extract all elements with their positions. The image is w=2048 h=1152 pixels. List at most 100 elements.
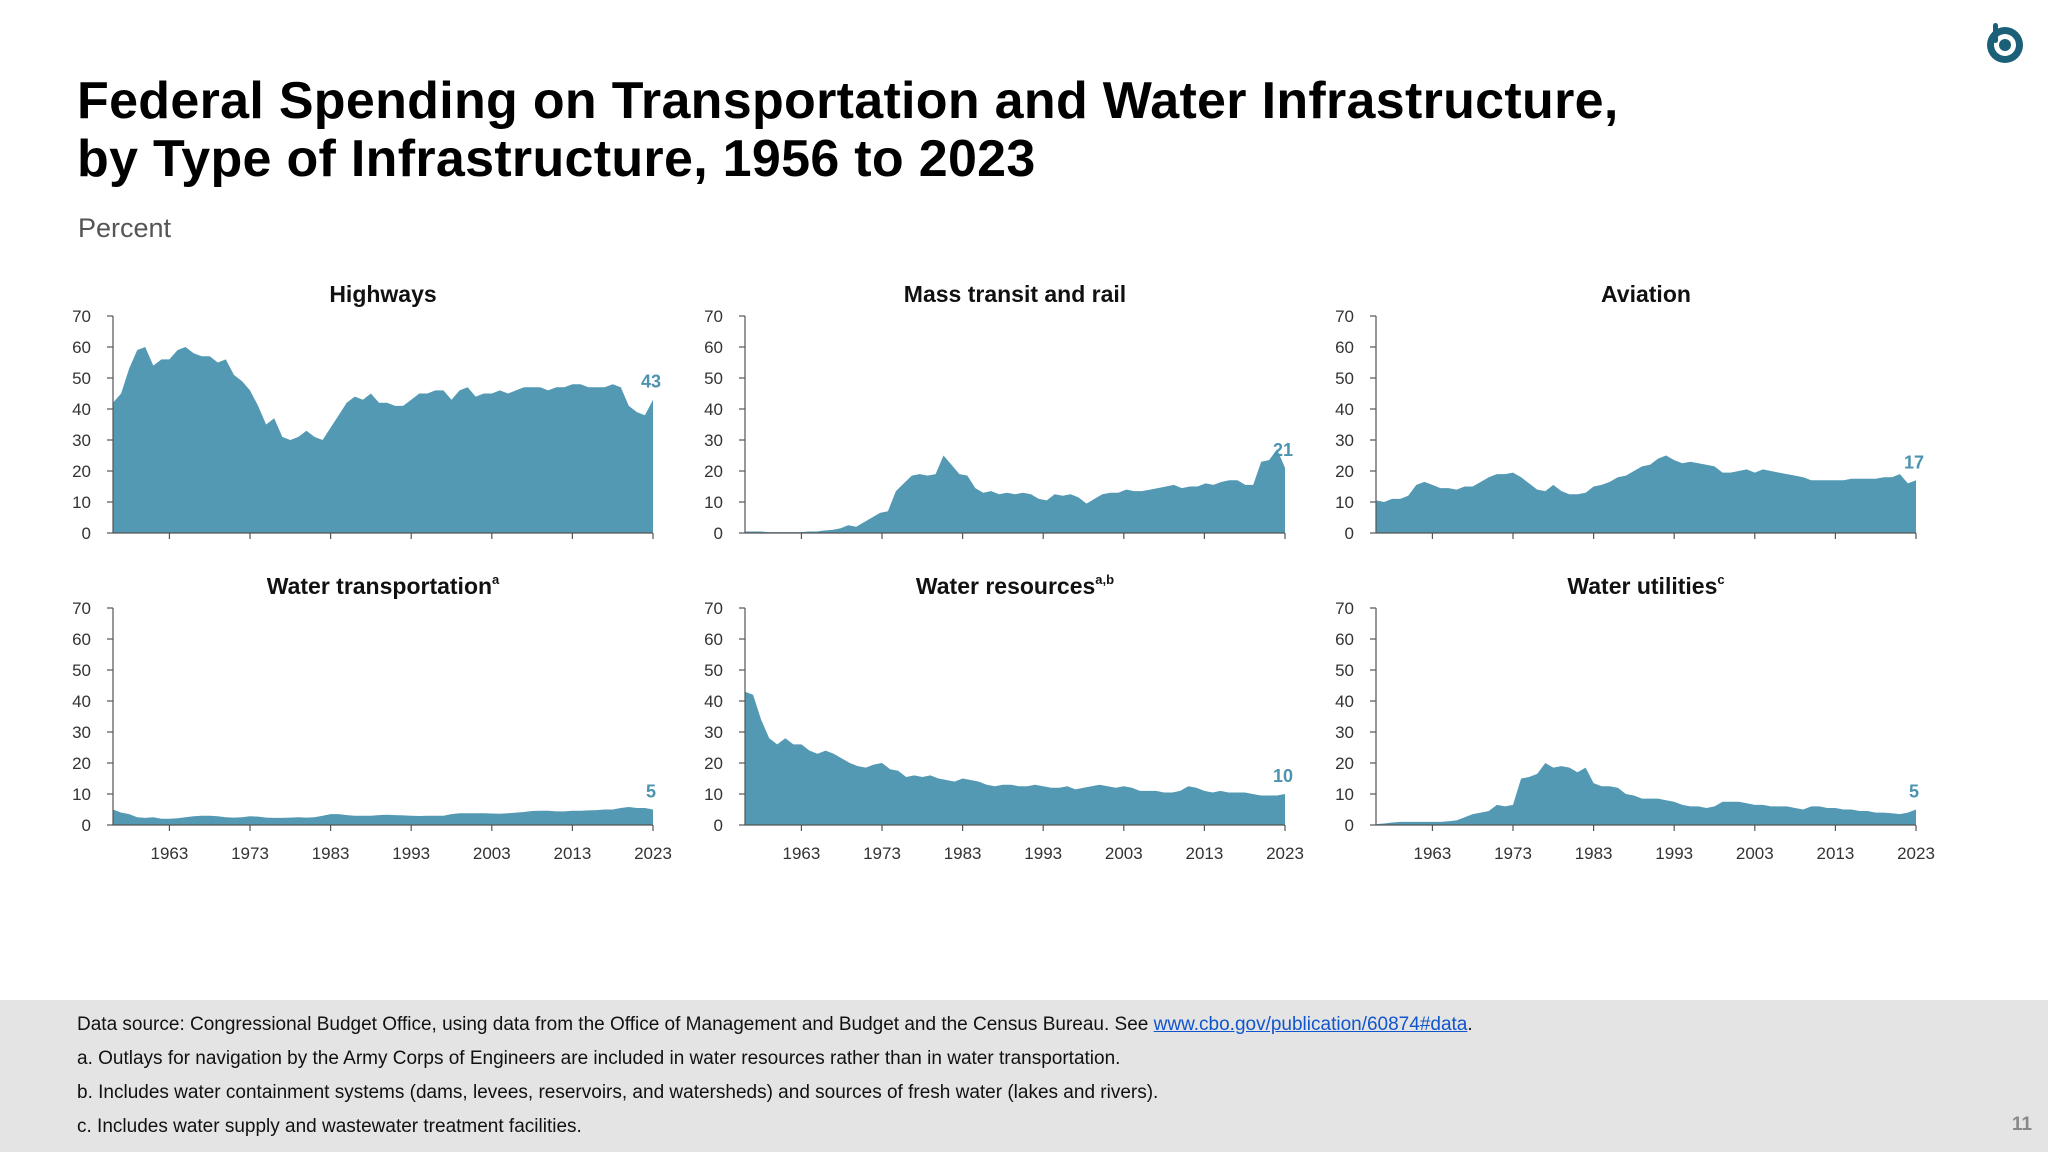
water-resources-end-value-label: 10 [1273, 766, 1293, 786]
water-utilities-y-tick-label: 40 [1335, 692, 1354, 711]
water-utilities-chart-title: Water utilitiesc [1567, 572, 1724, 599]
highways-y-tick-label: 30 [72, 431, 91, 450]
water-utilities-y-tick-label: 70 [1335, 599, 1354, 618]
highways-y-tick-label: 50 [72, 369, 91, 388]
water-resources-x-tick-label: 1963 [783, 844, 821, 863]
highways-y-tick-label: 70 [72, 307, 91, 326]
water-utilities-x-tick-label: 2003 [1736, 844, 1774, 863]
water-resources-y-tick-label: 40 [704, 692, 723, 711]
mass-transit-and-rail-end-value-label: 21 [1273, 440, 1293, 460]
water-transportation-y-tick-label: 60 [72, 630, 91, 649]
water-utilities-x-tick-label: 2013 [1816, 844, 1854, 863]
water-transportation-y-tick-label: 40 [72, 692, 91, 711]
water-utilities-y-tick-label: 30 [1335, 723, 1354, 742]
mass-transit-and-rail-y-tick-label: 30 [704, 431, 723, 450]
water-transportation-end-value-label: 5 [646, 782, 656, 802]
water-transportation-x-tick-label: 2023 [634, 844, 672, 863]
aviation-area [1376, 455, 1916, 533]
aviation-y-tick-label: 0 [1345, 524, 1354, 543]
aviation-end-value-label: 17 [1904, 452, 1924, 472]
title-line-2: by Type of Infrastructure, 1956 to 2023 [77, 130, 1036, 188]
water-utilities-x-tick-label: 1963 [1414, 844, 1452, 863]
highways-end-value-label: 43 [641, 372, 661, 392]
water-transportation-y-tick-label: 70 [72, 599, 91, 618]
mass-transit-and-rail-chart-title: Mass transit and rail [904, 281, 1126, 307]
water-transportation-y-tick-label: 50 [72, 661, 91, 680]
water-resources-title-text: Water resources [916, 573, 1095, 599]
aviation-y-tick-label: 30 [1335, 431, 1354, 450]
title-line-1: Federal Spending on Transportation and W… [77, 72, 1619, 130]
highways-y-tick-label: 40 [72, 400, 91, 419]
mass-transit-and-rail-title-text: Mass transit and rail [904, 281, 1126, 307]
mass-transit-and-rail-y-tick-label: 70 [704, 307, 723, 326]
aviation-title-text: Aviation [1601, 281, 1691, 307]
aviation-y-tick-label: 60 [1335, 338, 1354, 357]
water-transportation-y-tick-label: 30 [72, 723, 91, 742]
water-utilities-x-tick-label: 1973 [1494, 844, 1532, 863]
water-transportation-area [113, 807, 653, 825]
water-utilities-y-tick-label: 0 [1345, 816, 1354, 835]
water-resources-y-tick-label: 50 [704, 661, 723, 680]
mass-transit-and-rail-area [745, 449, 1285, 533]
water-transportation-x-tick-label: 2013 [553, 844, 591, 863]
footnote-b: b. Includes water containment systems (d… [77, 1082, 1159, 1103]
highways-y-tick-label: 20 [72, 462, 91, 481]
water-resources-y-tick-label: 10 [704, 785, 723, 804]
mass-transit-and-rail-y-tick-label: 60 [704, 338, 723, 357]
page-title: Federal Spending on Transportation and W… [77, 72, 1619, 188]
highways-y-tick-label: 0 [82, 524, 91, 543]
aviation-chart-title: Aviation [1601, 281, 1691, 307]
source-link[interactable]: www.cbo.gov/publication/60874#data [1153, 1014, 1468, 1035]
water-utilities-x-tick-label: 1983 [1575, 844, 1613, 863]
highways-y-tick-label: 10 [72, 493, 91, 512]
mass-transit-and-rail-y-tick-label: 40 [704, 400, 723, 419]
mass-transit-and-rail-y-tick-label: 0 [714, 524, 723, 543]
source-suffix: . [1467, 1014, 1473, 1035]
small-multiples-charts: 010203040506070Highways43010203040506070… [72, 281, 1935, 863]
highways-chart-title: Highways [329, 281, 436, 307]
cbo-logo-icon[interactable] [1984, 22, 2026, 64]
units-label: Percent [78, 213, 172, 243]
aviation-y-tick-label: 20 [1335, 462, 1354, 481]
water-utilities-end-value-label: 5 [1909, 782, 1919, 802]
water-resources-y-tick-label: 20 [704, 754, 723, 773]
water-utilities-area [1376, 763, 1916, 825]
water-transportation-x-tick-label: 1963 [151, 844, 189, 863]
water-resources-x-tick-label: 1983 [944, 844, 982, 863]
water-resources-y-tick-label: 60 [704, 630, 723, 649]
source-prefix: Data source: Congressional Budget Office… [77, 1014, 1154, 1035]
page-number: 11 [2011, 1114, 2032, 1135]
data-source-note: Data source: Congressional Budget Office… [77, 1014, 1473, 1036]
water-transportation-chart-title: Water transportationa [267, 572, 500, 599]
water-resources-x-tick-label: 2023 [1266, 844, 1304, 863]
highways-title-text: Highways [329, 281, 436, 307]
footnote-c: c. Includes water supply and wastewater … [77, 1116, 582, 1137]
water-utilities-x-tick-label: 2023 [1897, 844, 1935, 863]
footnote-a: a. Outlays for navigation by the Army Co… [77, 1048, 1121, 1069]
water-resources-x-tick-label: 1993 [1024, 844, 1062, 863]
water-resources-title-superscript: a,b [1095, 572, 1114, 587]
water-transportation-x-tick-label: 1983 [312, 844, 350, 863]
water-transportation-x-tick-label: 2003 [473, 844, 511, 863]
water-utilities-title-text: Water utilities [1567, 573, 1717, 599]
water-resources-y-tick-label: 0 [714, 816, 723, 835]
footer-panel: Data source: Congressional Budget Office… [0, 1000, 2048, 1152]
aviation-y-tick-label: 40 [1335, 400, 1354, 419]
highways-area [113, 347, 653, 533]
water-utilities-y-tick-label: 10 [1335, 785, 1354, 804]
water-resources-x-tick-label: 2003 [1105, 844, 1143, 863]
water-transportation-y-tick-label: 10 [72, 785, 91, 804]
aviation-y-tick-label: 50 [1335, 369, 1354, 388]
water-resources-x-tick-label: 1973 [863, 844, 901, 863]
mass-transit-and-rail-y-tick-label: 50 [704, 369, 723, 388]
mass-transit-and-rail-y-tick-label: 10 [704, 493, 723, 512]
water-resources-chart-title: Water resourcesa,b [916, 572, 1114, 599]
water-utilities-y-tick-label: 60 [1335, 630, 1354, 649]
water-transportation-title-superscript: a [492, 572, 500, 587]
water-transportation-title-text: Water transportation [267, 573, 492, 599]
water-resources-y-tick-label: 30 [704, 723, 723, 742]
water-transportation-y-tick-label: 0 [82, 816, 91, 835]
highways-y-tick-label: 60 [72, 338, 91, 357]
water-resources-y-tick-label: 70 [704, 599, 723, 618]
mass-transit-and-rail-y-tick-label: 20 [704, 462, 723, 481]
